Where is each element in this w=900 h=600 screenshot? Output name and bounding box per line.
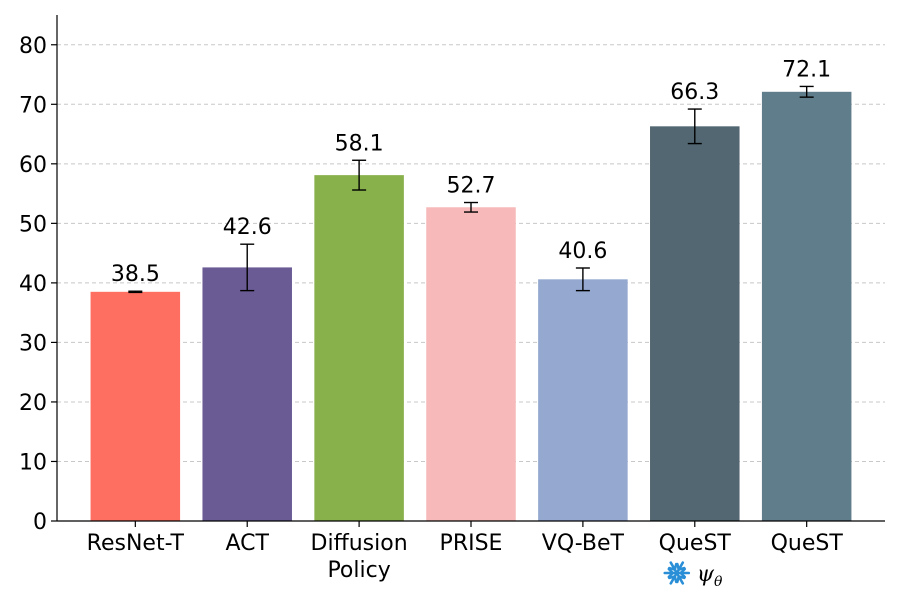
snowflake-arm: [668, 561, 686, 585]
x-category-labels: ResNet-T ACT Diffusion Policy PRISE VQ-BeT Que…: [87, 531, 844, 583]
error-bars: [128, 85, 814, 294]
x-category-label: Diffusion Policy: [311, 531, 408, 583]
x-category-label: ACT: [225, 531, 269, 556]
x-category-label-line: QueST: [659, 531, 732, 556]
bars: [90, 91, 852, 521]
y-tick-label: 70: [19, 93, 47, 118]
psi-theta-label: ψθ: [697, 562, 723, 590]
x-category-label-line: ACT: [225, 531, 269, 556]
y-tick-label: 50: [19, 212, 47, 237]
x-category-label: ResNet-T: [87, 531, 185, 556]
x-category-label: VQ-BeT: [542, 531, 625, 556]
snowflake-icon: [663, 561, 691, 585]
snowflake-stroke: [669, 561, 685, 585]
psi-symbol: ψ: [697, 562, 715, 587]
snowflake-tip: [667, 567, 675, 579]
snowflake-tip: [676, 562, 686, 572]
x-category-label-line: Diffusion: [311, 531, 408, 556]
y-tick-label: 40: [19, 272, 47, 297]
theta-subscript: θ: [714, 574, 723, 590]
data-label: 66.3: [670, 80, 719, 105]
bar: [90, 291, 181, 521]
axes: [51, 15, 885, 527]
y-tick-label: 0: [33, 510, 47, 535]
x-category-label-line: PRISE: [440, 531, 503, 556]
bar: [761, 91, 852, 521]
x-category-label: QueST: [659, 531, 732, 556]
snowflake-tip: [668, 562, 678, 572]
bar: [202, 267, 292, 521]
snowflake-tip: [668, 574, 678, 584]
y-tick-label: 30: [19, 331, 47, 356]
x-category-label: PRISE: [440, 531, 503, 556]
y-tick-label: 60: [19, 153, 47, 178]
y-tick-label: 20: [19, 391, 47, 416]
x-category-label: QueST: [771, 531, 844, 556]
bar: [314, 175, 404, 521]
x-category-label-line: ResNet-T: [87, 531, 185, 556]
quest-sublabel: ψθ: [663, 561, 723, 590]
data-label: 58.1: [335, 131, 384, 156]
bar: [650, 126, 740, 521]
snowflake-tip: [678, 567, 687, 579]
data-label: 52.7: [447, 174, 496, 199]
y-tick-label: 10: [19, 450, 47, 475]
x-category-label-line: QueST: [771, 531, 844, 556]
snowflake-tip: [676, 574, 686, 584]
y-tick-label: 80: [19, 34, 47, 59]
x-category-label-line: VQ-BeT: [542, 531, 625, 556]
data-labels: 38.5 42.6 58.1 52.7 40.6 66.3 72.1: [111, 57, 831, 287]
data-label: 40.6: [558, 239, 607, 264]
x-category-label-line: Policy: [327, 558, 390, 583]
data-label: 38.5: [111, 262, 160, 287]
data-label: 72.1: [782, 57, 831, 82]
bar: [538, 279, 628, 521]
y-tick-labels: 0 10 20 30 40 50 60 70 80: [19, 34, 47, 535]
bar: [426, 207, 516, 521]
data-label: 42.6: [223, 215, 272, 240]
